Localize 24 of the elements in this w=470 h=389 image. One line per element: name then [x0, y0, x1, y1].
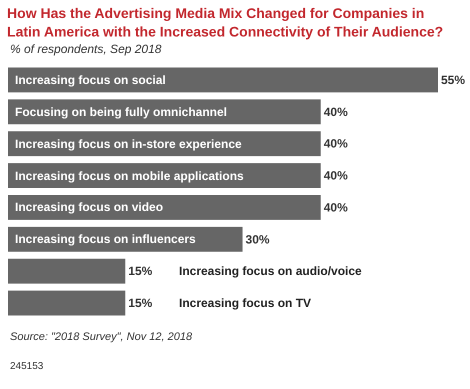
data-label: 55%: [441, 72, 466, 87]
y-tick-label: Increasing focus on social: [15, 73, 166, 87]
text: 245153: [10, 361, 44, 372]
y-tick-label: Increasing focus on influencers: [15, 232, 196, 246]
y-tick-label: Increasing focus on audio/voice: [179, 264, 362, 278]
chart-subtitle: % of respondents, Sep 2018: [10, 42, 162, 56]
y-tick-label: Increasing focus on video: [15, 200, 164, 214]
data-label: 40%: [324, 168, 348, 183]
bar: [8, 195, 321, 220]
data-label: 15%: [128, 296, 153, 310]
data-label: 40%: [324, 104, 348, 119]
source-note: Source: "2018 Survey", Nov 12, 2018: [10, 331, 193, 343]
y-tick-label: Increasing focus on in-store experience: [15, 137, 242, 151]
chart-title: How Has the Advertising Media Mix Changed for Companies in Latin America with the Increased Connectivity of Their Audience?: [7, 5, 444, 40]
data-label: 40%: [324, 136, 348, 151]
y-tick-label: Focusing on being fully omnichannel: [15, 105, 228, 119]
data-label: 40%: [324, 200, 348, 214]
bar: [8, 290, 126, 316]
bar: [8, 68, 438, 92]
bar: [8, 258, 126, 284]
data-label: 15%: [128, 264, 153, 278]
y-tick-label: Increasing focus on mobile applications: [15, 169, 244, 183]
data-label: 30%: [246, 232, 270, 246]
y-tick-label: Increasing focus on TV: [179, 296, 312, 310]
